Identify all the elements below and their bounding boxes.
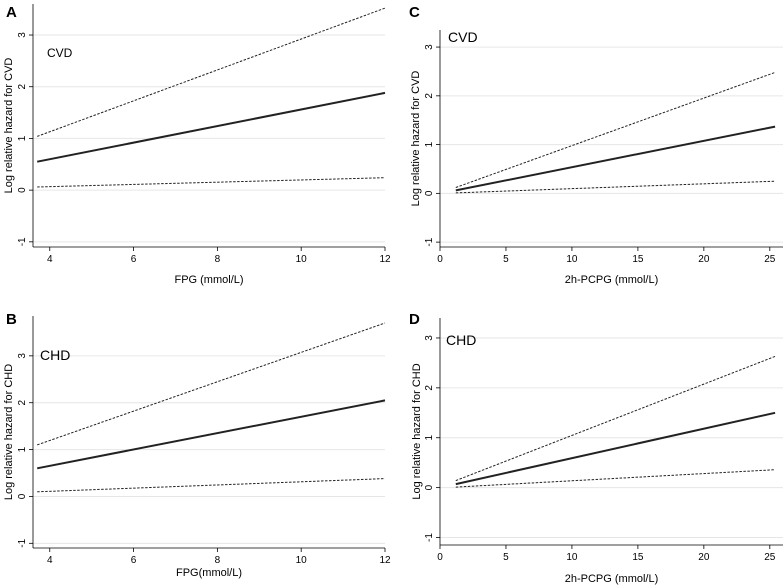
- x-tick-label: 10: [296, 555, 308, 566]
- x-tick-label: 0: [437, 254, 443, 265]
- x-tick-label: 8: [215, 555, 221, 566]
- y-axis-title: Log relative hazard for CVD: [410, 71, 422, 207]
- y-tick-label: 2: [424, 385, 435, 391]
- lower-ci-line: [37, 478, 386, 493]
- panel-letter: C: [409, 4, 420, 21]
- y-tick-label: 1: [424, 435, 435, 441]
- panel-d: D 0 5 10 15 20 25 -1 0 1 2 3 2h-PCPG (mmol/L) Log rel…: [409, 311, 783, 585]
- y-tick-label: 1: [17, 446, 28, 452]
- panel-letter: A: [6, 4, 17, 21]
- y-tick-label: 0: [17, 187, 28, 193]
- x-tick-label: 12: [379, 254, 391, 265]
- x-tick-label: 5: [503, 254, 509, 265]
- y-tick-label: 2: [424, 93, 435, 99]
- x-tick-label: 15: [632, 254, 644, 265]
- upper-ci-line: [37, 322, 386, 446]
- estimate-line: [455, 411, 776, 486]
- estimate-line: [37, 399, 386, 470]
- x-tick-label: 20: [698, 254, 710, 265]
- lower-ci-line: [455, 469, 776, 488]
- x-tick-label: 6: [131, 254, 137, 265]
- x-tick-label: 5: [503, 552, 509, 563]
- y-tick-label: 3: [17, 353, 28, 359]
- y-tick-label: 2: [17, 84, 28, 90]
- y-tick-label: 3: [424, 44, 435, 50]
- panel-annotation: CHD: [446, 332, 476, 348]
- x-tick-label: 10: [566, 552, 578, 563]
- y-tick-label: -1: [424, 237, 435, 246]
- y-tick-label: 3: [424, 335, 435, 341]
- y-tick-label: 1: [17, 135, 28, 141]
- y-tick-label: 2: [17, 399, 28, 405]
- lower-ci-line: [37, 177, 386, 188]
- y-tick-label: -1: [17, 237, 28, 246]
- panel-annotation: CHD: [40, 347, 70, 363]
- y-axis-title: Log relative hazard for CHD: [3, 364, 15, 500]
- lower-ci-line: [455, 180, 776, 194]
- upper-ci-line: [455, 355, 776, 482]
- x-tick-label: 10: [566, 254, 578, 265]
- x-tick-label: 20: [698, 552, 710, 563]
- x-axis-title: 2h-PCPG (mmol/L): [565, 274, 659, 286]
- x-tick-label: 25: [764, 552, 776, 563]
- x-tick-label: 8: [215, 254, 221, 265]
- x-tick-label: 0: [437, 552, 443, 563]
- y-tick-label: -1: [424, 533, 435, 542]
- x-axis-title: 2h-PCPG (mmol/L): [565, 573, 659, 585]
- x-tick-label: 10: [296, 254, 308, 265]
- panel-letter: B: [6, 311, 17, 328]
- y-tick-label: 0: [17, 493, 28, 499]
- upper-ci-line: [37, 7, 386, 137]
- panel-letter: D: [409, 311, 420, 328]
- y-tick-label: 1: [424, 141, 435, 147]
- x-tick-label: 12: [379, 555, 391, 566]
- panel-annotation: CVD: [448, 29, 478, 45]
- x-tick-label: 15: [632, 552, 644, 563]
- y-axis-title: Log relative hazard for CHD: [411, 363, 423, 499]
- x-axis-title: FPG(mmol/L): [176, 567, 242, 579]
- y-tick-label: -1: [17, 538, 28, 547]
- y-tick-label: 3: [17, 32, 28, 38]
- x-axis-title: FPG (mmol/L): [174, 274, 243, 286]
- x-tick-label: 25: [764, 254, 776, 265]
- upper-ci-line: [455, 71, 776, 188]
- x-tick-label: 4: [47, 555, 53, 566]
- estimate-line: [455, 125, 776, 192]
- y-axis-title: Log relative hazard for CVD: [3, 58, 15, 194]
- estimate-line: [37, 91, 386, 163]
- x-tick-label: 6: [131, 555, 137, 566]
- panel-annotation: CVD: [47, 46, 73, 60]
- x-tick-label: 4: [47, 254, 53, 265]
- y-tick-label: 0: [424, 484, 435, 490]
- y-tick-label: 0: [424, 190, 435, 196]
